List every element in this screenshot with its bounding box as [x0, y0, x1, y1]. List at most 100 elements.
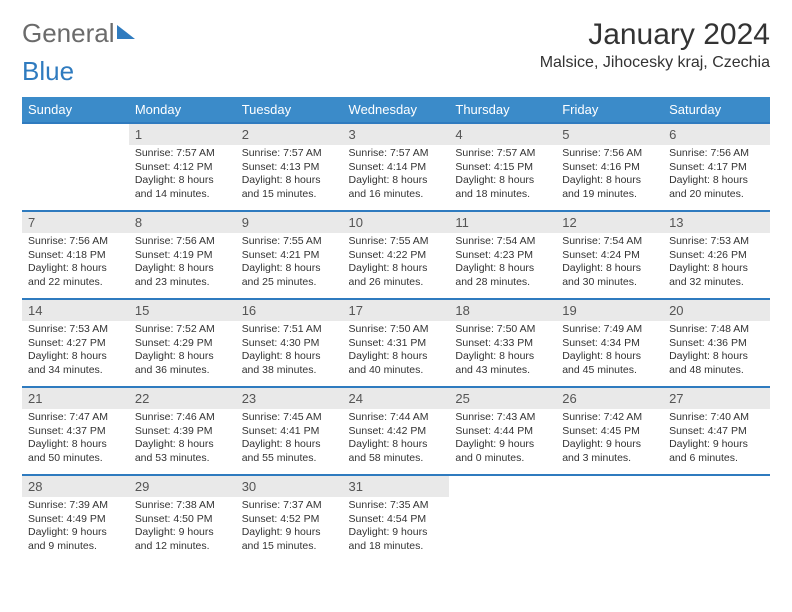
- day-details: Sunrise: 7:50 AMSunset: 4:33 PMDaylight:…: [449, 321, 556, 384]
- day-details: Sunrise: 7:35 AMSunset: 4:54 PMDaylight:…: [343, 497, 450, 560]
- sunset-line: Sunset: 4:31 PM: [349, 337, 444, 351]
- day-details: Sunrise: 7:39 AMSunset: 4:49 PMDaylight:…: [22, 497, 129, 560]
- day-number: 20: [663, 300, 770, 321]
- sunset-line: Sunset: 4:18 PM: [28, 249, 123, 263]
- day-details: Sunrise: 7:54 AMSunset: 4:23 PMDaylight:…: [449, 233, 556, 296]
- daylight-line: Daylight: 8 hours and 18 minutes.: [455, 174, 550, 201]
- sunrise-line: Sunrise: 7:55 AM: [349, 235, 444, 249]
- calendar-cell: 28Sunrise: 7:39 AMSunset: 4:49 PMDayligh…: [22, 475, 129, 563]
- sunset-line: Sunset: 4:24 PM: [562, 249, 657, 263]
- calendar-cell: 22Sunrise: 7:46 AMSunset: 4:39 PMDayligh…: [129, 387, 236, 475]
- sunset-line: Sunset: 4:54 PM: [349, 513, 444, 527]
- calendar-cell: 5Sunrise: 7:56 AMSunset: 4:16 PMDaylight…: [556, 123, 663, 211]
- day-number: 8: [129, 212, 236, 233]
- daylight-line: Daylight: 8 hours and 58 minutes.: [349, 438, 444, 465]
- sunrise-line: Sunrise: 7:45 AM: [242, 411, 337, 425]
- day-number: 12: [556, 212, 663, 233]
- month-title: January 2024: [540, 18, 770, 52]
- daylight-line: Daylight: 8 hours and 23 minutes.: [135, 262, 230, 289]
- sunrise-line: Sunrise: 7:37 AM: [242, 499, 337, 513]
- sunrise-line: Sunrise: 7:57 AM: [135, 147, 230, 161]
- day-number: 11: [449, 212, 556, 233]
- calendar-cell: [22, 123, 129, 211]
- sunrise-line: Sunrise: 7:47 AM: [28, 411, 123, 425]
- sunset-line: Sunset: 4:47 PM: [669, 425, 764, 439]
- sunset-line: Sunset: 4:37 PM: [28, 425, 123, 439]
- sunset-line: Sunset: 4:27 PM: [28, 337, 123, 351]
- calendar-cell: 17Sunrise: 7:50 AMSunset: 4:31 PMDayligh…: [343, 299, 450, 387]
- sunrise-line: Sunrise: 7:56 AM: [28, 235, 123, 249]
- day-number: 28: [22, 476, 129, 497]
- daylight-line: Daylight: 9 hours and 0 minutes.: [455, 438, 550, 465]
- sunrise-line: Sunrise: 7:51 AM: [242, 323, 337, 337]
- calendar-cell: 18Sunrise: 7:50 AMSunset: 4:33 PMDayligh…: [449, 299, 556, 387]
- location: Malsice, Jihocesky kraj, Czechia: [540, 54, 770, 72]
- calendar-cell: [449, 475, 556, 563]
- sunset-line: Sunset: 4:23 PM: [455, 249, 550, 263]
- day-number: 4: [449, 124, 556, 145]
- day-details: Sunrise: 7:57 AMSunset: 4:12 PMDaylight:…: [129, 145, 236, 208]
- daylight-line: Daylight: 8 hours and 45 minutes.: [562, 350, 657, 377]
- day-number: 10: [343, 212, 450, 233]
- calendar-cell: 10Sunrise: 7:55 AMSunset: 4:22 PMDayligh…: [343, 211, 450, 299]
- sunset-line: Sunset: 4:14 PM: [349, 161, 444, 175]
- day-number: 1: [129, 124, 236, 145]
- calendar-row: 14Sunrise: 7:53 AMSunset: 4:27 PMDayligh…: [22, 299, 770, 387]
- sunset-line: Sunset: 4:39 PM: [135, 425, 230, 439]
- logo-text-a: General: [22, 18, 115, 49]
- calendar-row: 21Sunrise: 7:47 AMSunset: 4:37 PMDayligh…: [22, 387, 770, 475]
- sunrise-line: Sunrise: 7:57 AM: [349, 147, 444, 161]
- day-number: 14: [22, 300, 129, 321]
- day-number: 3: [343, 124, 450, 145]
- day-details: Sunrise: 7:42 AMSunset: 4:45 PMDaylight:…: [556, 409, 663, 472]
- day-details: Sunrise: 7:40 AMSunset: 4:47 PMDaylight:…: [663, 409, 770, 472]
- sunset-line: Sunset: 4:30 PM: [242, 337, 337, 351]
- day-details: Sunrise: 7:57 AMSunset: 4:15 PMDaylight:…: [449, 145, 556, 208]
- sunrise-line: Sunrise: 7:44 AM: [349, 411, 444, 425]
- daylight-line: Daylight: 8 hours and 22 minutes.: [28, 262, 123, 289]
- daylight-line: Daylight: 9 hours and 9 minutes.: [28, 526, 123, 553]
- sunset-line: Sunset: 4:22 PM: [349, 249, 444, 263]
- day-details: Sunrise: 7:56 AMSunset: 4:17 PMDaylight:…: [663, 145, 770, 208]
- sunrise-line: Sunrise: 7:50 AM: [349, 323, 444, 337]
- day-details: Sunrise: 7:55 AMSunset: 4:22 PMDaylight:…: [343, 233, 450, 296]
- calendar-cell: 3Sunrise: 7:57 AMSunset: 4:14 PMDaylight…: [343, 123, 450, 211]
- day-details: Sunrise: 7:48 AMSunset: 4:36 PMDaylight:…: [663, 321, 770, 384]
- day-number: 18: [449, 300, 556, 321]
- calendar-cell: 16Sunrise: 7:51 AMSunset: 4:30 PMDayligh…: [236, 299, 343, 387]
- day-details: Sunrise: 7:56 AMSunset: 4:18 PMDaylight:…: [22, 233, 129, 296]
- day-details: Sunrise: 7:56 AMSunset: 4:16 PMDaylight:…: [556, 145, 663, 208]
- calendar-cell: 11Sunrise: 7:54 AMSunset: 4:23 PMDayligh…: [449, 211, 556, 299]
- day-number: 19: [556, 300, 663, 321]
- sunset-line: Sunset: 4:12 PM: [135, 161, 230, 175]
- day-details: Sunrise: 7:49 AMSunset: 4:34 PMDaylight:…: [556, 321, 663, 384]
- sunrise-line: Sunrise: 7:40 AM: [669, 411, 764, 425]
- calendar-row: 28Sunrise: 7:39 AMSunset: 4:49 PMDayligh…: [22, 475, 770, 563]
- calendar-cell: 13Sunrise: 7:53 AMSunset: 4:26 PMDayligh…: [663, 211, 770, 299]
- sunrise-line: Sunrise: 7:38 AM: [135, 499, 230, 513]
- daylight-line: Daylight: 8 hours and 36 minutes.: [135, 350, 230, 377]
- day-number: 6: [663, 124, 770, 145]
- daylight-line: Daylight: 8 hours and 19 minutes.: [562, 174, 657, 201]
- calendar-cell: 30Sunrise: 7:37 AMSunset: 4:52 PMDayligh…: [236, 475, 343, 563]
- day-details: Sunrise: 7:54 AMSunset: 4:24 PMDaylight:…: [556, 233, 663, 296]
- day-number: 5: [556, 124, 663, 145]
- daylight-line: Daylight: 8 hours and 15 minutes.: [242, 174, 337, 201]
- daylight-line: Daylight: 9 hours and 6 minutes.: [669, 438, 764, 465]
- sunset-line: Sunset: 4:17 PM: [669, 161, 764, 175]
- sunrise-line: Sunrise: 7:42 AM: [562, 411, 657, 425]
- day-header: Tuesday: [236, 97, 343, 123]
- day-details: Sunrise: 7:52 AMSunset: 4:29 PMDaylight:…: [129, 321, 236, 384]
- day-header: Thursday: [449, 97, 556, 123]
- daylight-line: Daylight: 8 hours and 20 minutes.: [669, 174, 764, 201]
- daylight-line: Daylight: 9 hours and 3 minutes.: [562, 438, 657, 465]
- daylight-line: Daylight: 8 hours and 40 minutes.: [349, 350, 444, 377]
- day-number: 16: [236, 300, 343, 321]
- daylight-line: Daylight: 9 hours and 15 minutes.: [242, 526, 337, 553]
- daylight-line: Daylight: 8 hours and 28 minutes.: [455, 262, 550, 289]
- day-number: 13: [663, 212, 770, 233]
- calendar-cell: 12Sunrise: 7:54 AMSunset: 4:24 PMDayligh…: [556, 211, 663, 299]
- sunrise-line: Sunrise: 7:56 AM: [135, 235, 230, 249]
- calendar-cell: 20Sunrise: 7:48 AMSunset: 4:36 PMDayligh…: [663, 299, 770, 387]
- calendar-cell: 7Sunrise: 7:56 AMSunset: 4:18 PMDaylight…: [22, 211, 129, 299]
